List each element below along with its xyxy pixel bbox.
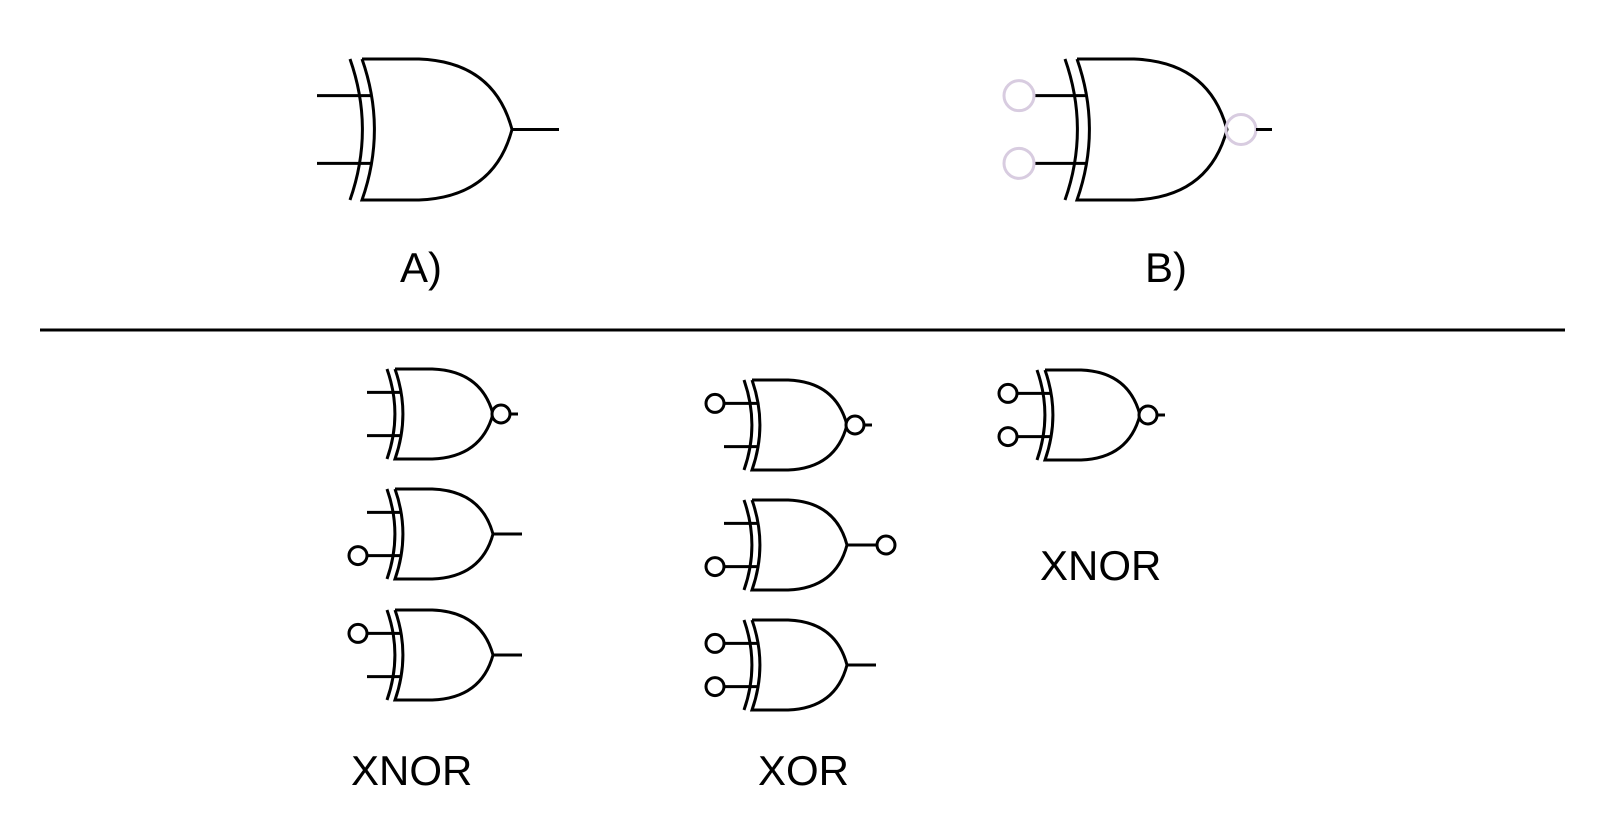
gate-body <box>749 498 849 592</box>
gate-c2-1 <box>704 378 872 472</box>
output-bubble <box>490 403 512 425</box>
xor-arc <box>1035 369 1047 461</box>
input-bubble-2 <box>997 426 1019 448</box>
input-bubble-1 <box>997 382 1019 404</box>
input-bubble-1 <box>704 392 726 414</box>
gate-body <box>1074 57 1229 202</box>
xor-arc <box>348 58 364 201</box>
gate-body <box>392 487 495 581</box>
output-bubble <box>1137 404 1159 426</box>
gate-body <box>359 57 514 202</box>
gate-c2-2 <box>704 498 897 592</box>
xor-arc <box>385 609 397 701</box>
input-bubble-1 <box>1002 79 1036 113</box>
gate-body <box>749 618 849 712</box>
output-bubble <box>844 414 866 436</box>
option-a-label: A) <box>400 244 442 291</box>
xor-arc <box>742 499 754 591</box>
output-bubble <box>1224 113 1258 146</box>
output-bubble <box>875 534 897 556</box>
gate-body <box>1042 368 1142 462</box>
gate-c3-1 <box>997 368 1165 462</box>
input-bubble-2 <box>704 556 726 578</box>
input-bubble-2 <box>1002 146 1036 180</box>
input-bubble-2 <box>347 545 369 567</box>
gate-body <box>392 367 495 461</box>
gate-body <box>749 378 849 472</box>
xor-arc <box>742 619 754 711</box>
column-3-label: XNOR <box>1040 542 1162 589</box>
xor-arc <box>1063 58 1079 201</box>
option-b-label: B) <box>1145 244 1187 291</box>
xor-arc <box>742 379 754 471</box>
gate-b <box>1002 57 1272 202</box>
gate-a <box>317 57 559 202</box>
gate-body <box>392 608 495 702</box>
gate-c1-1 <box>367 367 518 461</box>
input-bubble-1 <box>347 622 369 644</box>
input-bubble-1 <box>704 632 726 654</box>
xor-arc <box>385 368 397 460</box>
gate-c1-2 <box>347 487 522 581</box>
xor-arc <box>385 488 397 580</box>
input-bubble-2 <box>704 676 726 698</box>
column-2-label: XOR <box>758 747 850 794</box>
gate-c1-3 <box>347 608 522 702</box>
gate-c2-3 <box>704 618 876 712</box>
column-1-label: XNOR <box>351 747 473 794</box>
